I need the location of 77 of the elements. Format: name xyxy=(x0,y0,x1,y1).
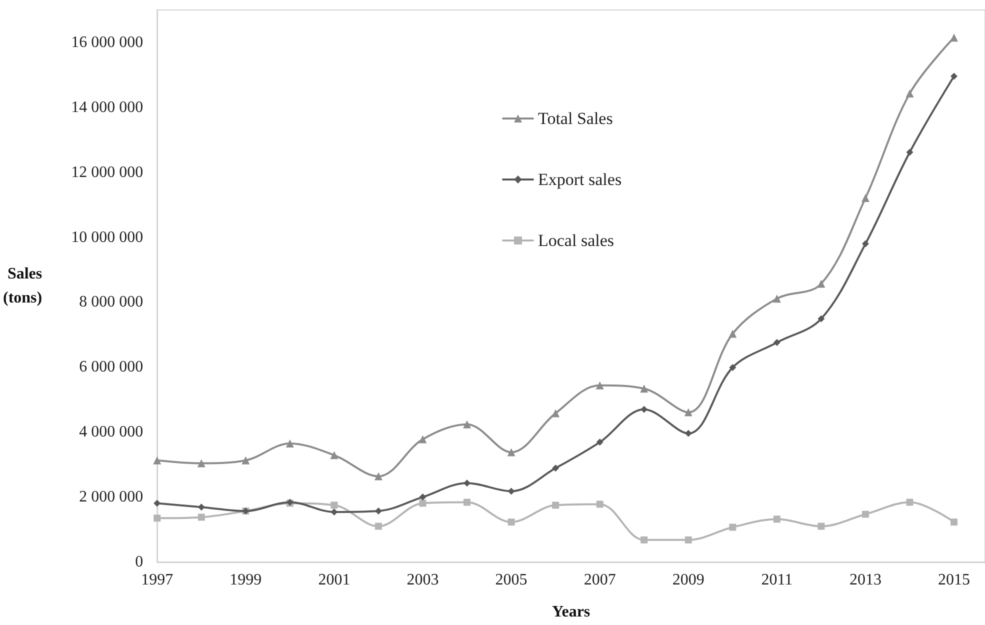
point xyxy=(464,480,471,487)
x-tick-label: 2005 xyxy=(495,572,528,588)
point xyxy=(330,451,338,460)
point xyxy=(950,72,958,80)
point xyxy=(419,494,426,501)
y-tick-label: 16 000 000 xyxy=(71,34,144,51)
point xyxy=(596,438,604,446)
y-tick-label: 10 000 000 xyxy=(71,228,144,246)
x-tick-label: 2013 xyxy=(849,572,882,588)
x-tick-label: 2009 xyxy=(672,572,704,588)
point xyxy=(153,456,162,464)
point xyxy=(507,448,516,456)
point xyxy=(330,502,338,509)
point xyxy=(418,435,427,444)
x-tick-label: 2001 xyxy=(318,572,350,588)
y-tick-label: 4 000 000 xyxy=(79,424,144,441)
point xyxy=(552,409,560,418)
x-tick-label: 2011 xyxy=(761,572,793,588)
point xyxy=(198,504,205,511)
legend-label: Local sales xyxy=(538,231,614,250)
point xyxy=(950,34,958,42)
point xyxy=(862,240,869,248)
point xyxy=(906,148,914,156)
point xyxy=(508,518,515,526)
point xyxy=(197,459,206,468)
x-tick-label: 1997 xyxy=(141,572,174,588)
y-tick-label: 2 000 000 xyxy=(79,488,144,506)
point xyxy=(640,536,648,544)
y-tick-label: 14 000 000 xyxy=(71,98,144,116)
x-tick-label: 2015 xyxy=(938,572,970,588)
point xyxy=(640,384,648,393)
point xyxy=(773,339,780,346)
point xyxy=(463,420,472,428)
point xyxy=(728,330,737,338)
y-tick-label: 6 000 000 xyxy=(79,358,144,376)
y-axis-title: Sales (tons) xyxy=(3,266,42,306)
point xyxy=(862,510,869,518)
legend-label: Total Sales xyxy=(538,109,613,128)
point xyxy=(596,500,604,508)
legend-label: Export sales xyxy=(538,170,622,189)
point xyxy=(729,364,736,371)
point xyxy=(729,524,736,531)
point xyxy=(861,194,870,202)
point xyxy=(552,502,560,509)
point xyxy=(817,280,826,288)
point xyxy=(374,472,382,480)
point xyxy=(684,408,692,416)
point xyxy=(508,488,515,495)
point xyxy=(818,315,825,322)
y-tick-label: 8 000 000 xyxy=(79,294,144,311)
point xyxy=(286,439,294,448)
point xyxy=(596,381,604,390)
point xyxy=(773,516,780,523)
point xyxy=(419,500,426,507)
point xyxy=(640,406,648,413)
point xyxy=(242,456,250,464)
point xyxy=(154,500,161,507)
x-tick-label: 2007 xyxy=(584,572,616,588)
point xyxy=(950,518,958,526)
point xyxy=(684,430,692,437)
point xyxy=(464,498,471,506)
point xyxy=(330,508,338,516)
x-axis-title: Years xyxy=(552,604,590,620)
y-tick-label: 12 000 000 xyxy=(71,164,144,181)
x-tick-label: 2003 xyxy=(406,572,439,588)
point xyxy=(374,522,382,530)
point xyxy=(374,508,382,515)
point xyxy=(552,464,560,472)
y-tick-label: 0 xyxy=(135,554,144,570)
point xyxy=(684,536,692,544)
point xyxy=(906,89,914,98)
point xyxy=(818,522,825,530)
point xyxy=(154,514,161,522)
point xyxy=(198,514,205,521)
x-tick-label: 1999 xyxy=(230,572,262,588)
point xyxy=(906,498,914,506)
point xyxy=(772,294,781,303)
